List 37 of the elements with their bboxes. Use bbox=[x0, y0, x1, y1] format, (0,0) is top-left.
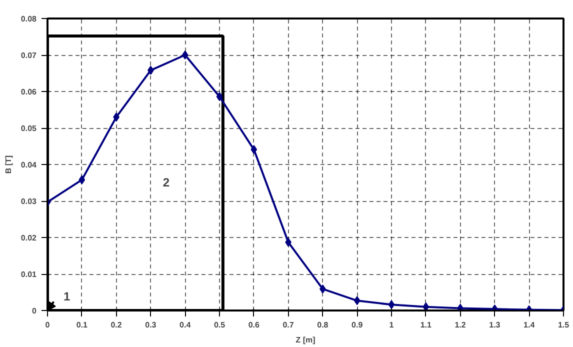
x-tick-label: 0.3 bbox=[145, 320, 157, 330]
y-tick-label: 0.02 bbox=[20, 234, 38, 242]
x-tick-label: 1 bbox=[389, 320, 394, 330]
annotation: 1 bbox=[64, 290, 70, 304]
annotation: 2 bbox=[162, 176, 170, 190]
y-tick-label: 0.01 bbox=[20, 270, 38, 279]
x-tick-label: 0 bbox=[45, 320, 50, 330]
y-tick-label: 0 bbox=[32, 306, 38, 316]
y-tick-label: 0.04 bbox=[20, 160, 38, 170]
y-tick-label: 0.05 bbox=[20, 124, 38, 133]
point bbox=[182, 50, 188, 60]
y-tick-label: 0.08 bbox=[20, 14, 38, 24]
point bbox=[250, 145, 258, 154]
x-tick-label: 0.7 bbox=[282, 320, 294, 330]
x-axis-title: Z [m] bbox=[296, 336, 316, 344]
x-tick-label: 0.4 bbox=[180, 320, 192, 330]
x-tick-label: 1.5 bbox=[558, 320, 570, 330]
y-tick-label: 0.06 bbox=[20, 88, 38, 96]
x-tick-label: 0.6 bbox=[248, 320, 260, 330]
x-tick-label: 0.2 bbox=[110, 320, 122, 330]
point bbox=[354, 296, 360, 306]
y-tick-label: 0.07 bbox=[20, 51, 38, 60]
point bbox=[457, 304, 464, 310]
y-axis-title: B [T] bbox=[4, 155, 13, 174]
x-tick-label: 0.5 bbox=[214, 320, 226, 330]
point bbox=[388, 300, 395, 310]
x-tick-label: 0.1 bbox=[76, 320, 88, 330]
x-tick-label: 0.8 bbox=[317, 320, 329, 330]
point bbox=[422, 302, 430, 310]
point bbox=[78, 175, 86, 184]
y-tick-label: 0.03 bbox=[20, 197, 38, 206]
x-tick-label: 0.9 bbox=[352, 320, 364, 330]
x-tick-label: 1.2 bbox=[454, 320, 466, 330]
x-tick-label: 1.3 bbox=[489, 320, 501, 330]
point bbox=[216, 92, 223, 102]
x-tick-label: 1.1 bbox=[420, 320, 432, 330]
x-tick-label: 1.4 bbox=[524, 320, 536, 330]
